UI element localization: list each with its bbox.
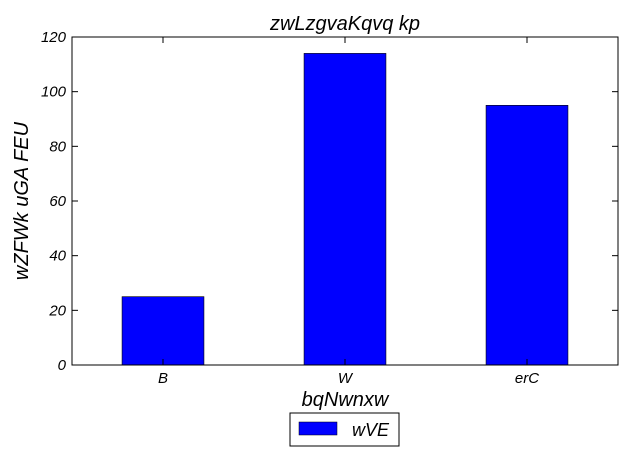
y-tick-label: 20: [48, 302, 66, 319]
bar-w: [303, 53, 387, 366]
y-tick-label: 40: [49, 248, 66, 265]
chart-title: zwLzgvaKqvq kp: [269, 13, 420, 35]
y-tick-label: 120: [41, 29, 67, 46]
y-tick-label: 80: [49, 138, 66, 155]
y-axis-label: wZFWk uGA FEU: [11, 121, 33, 280]
y-tick-label: 60: [49, 193, 66, 210]
y-axis: 0 20 40 60 80 100 120: [41, 29, 618, 374]
bars-layer: [121, 53, 569, 366]
x-axis-label: bqNwnxw: [302, 389, 390, 411]
y-tick-label: 100: [41, 84, 67, 101]
bar-b: [121, 296, 205, 366]
x-tick-label-b: B: [158, 370, 168, 387]
x-tick-label-w: W: [338, 370, 354, 387]
x-tick-label-erc: erC: [515, 370, 539, 387]
legend: wVE: [289, 412, 400, 447]
y-tick-label: 0: [58, 357, 67, 374]
legend-label-wve: wVE: [352, 420, 390, 440]
bar-erc: [485, 105, 569, 366]
legend-box: [289, 412, 400, 447]
legend-swatch-wve: [298, 421, 338, 436]
